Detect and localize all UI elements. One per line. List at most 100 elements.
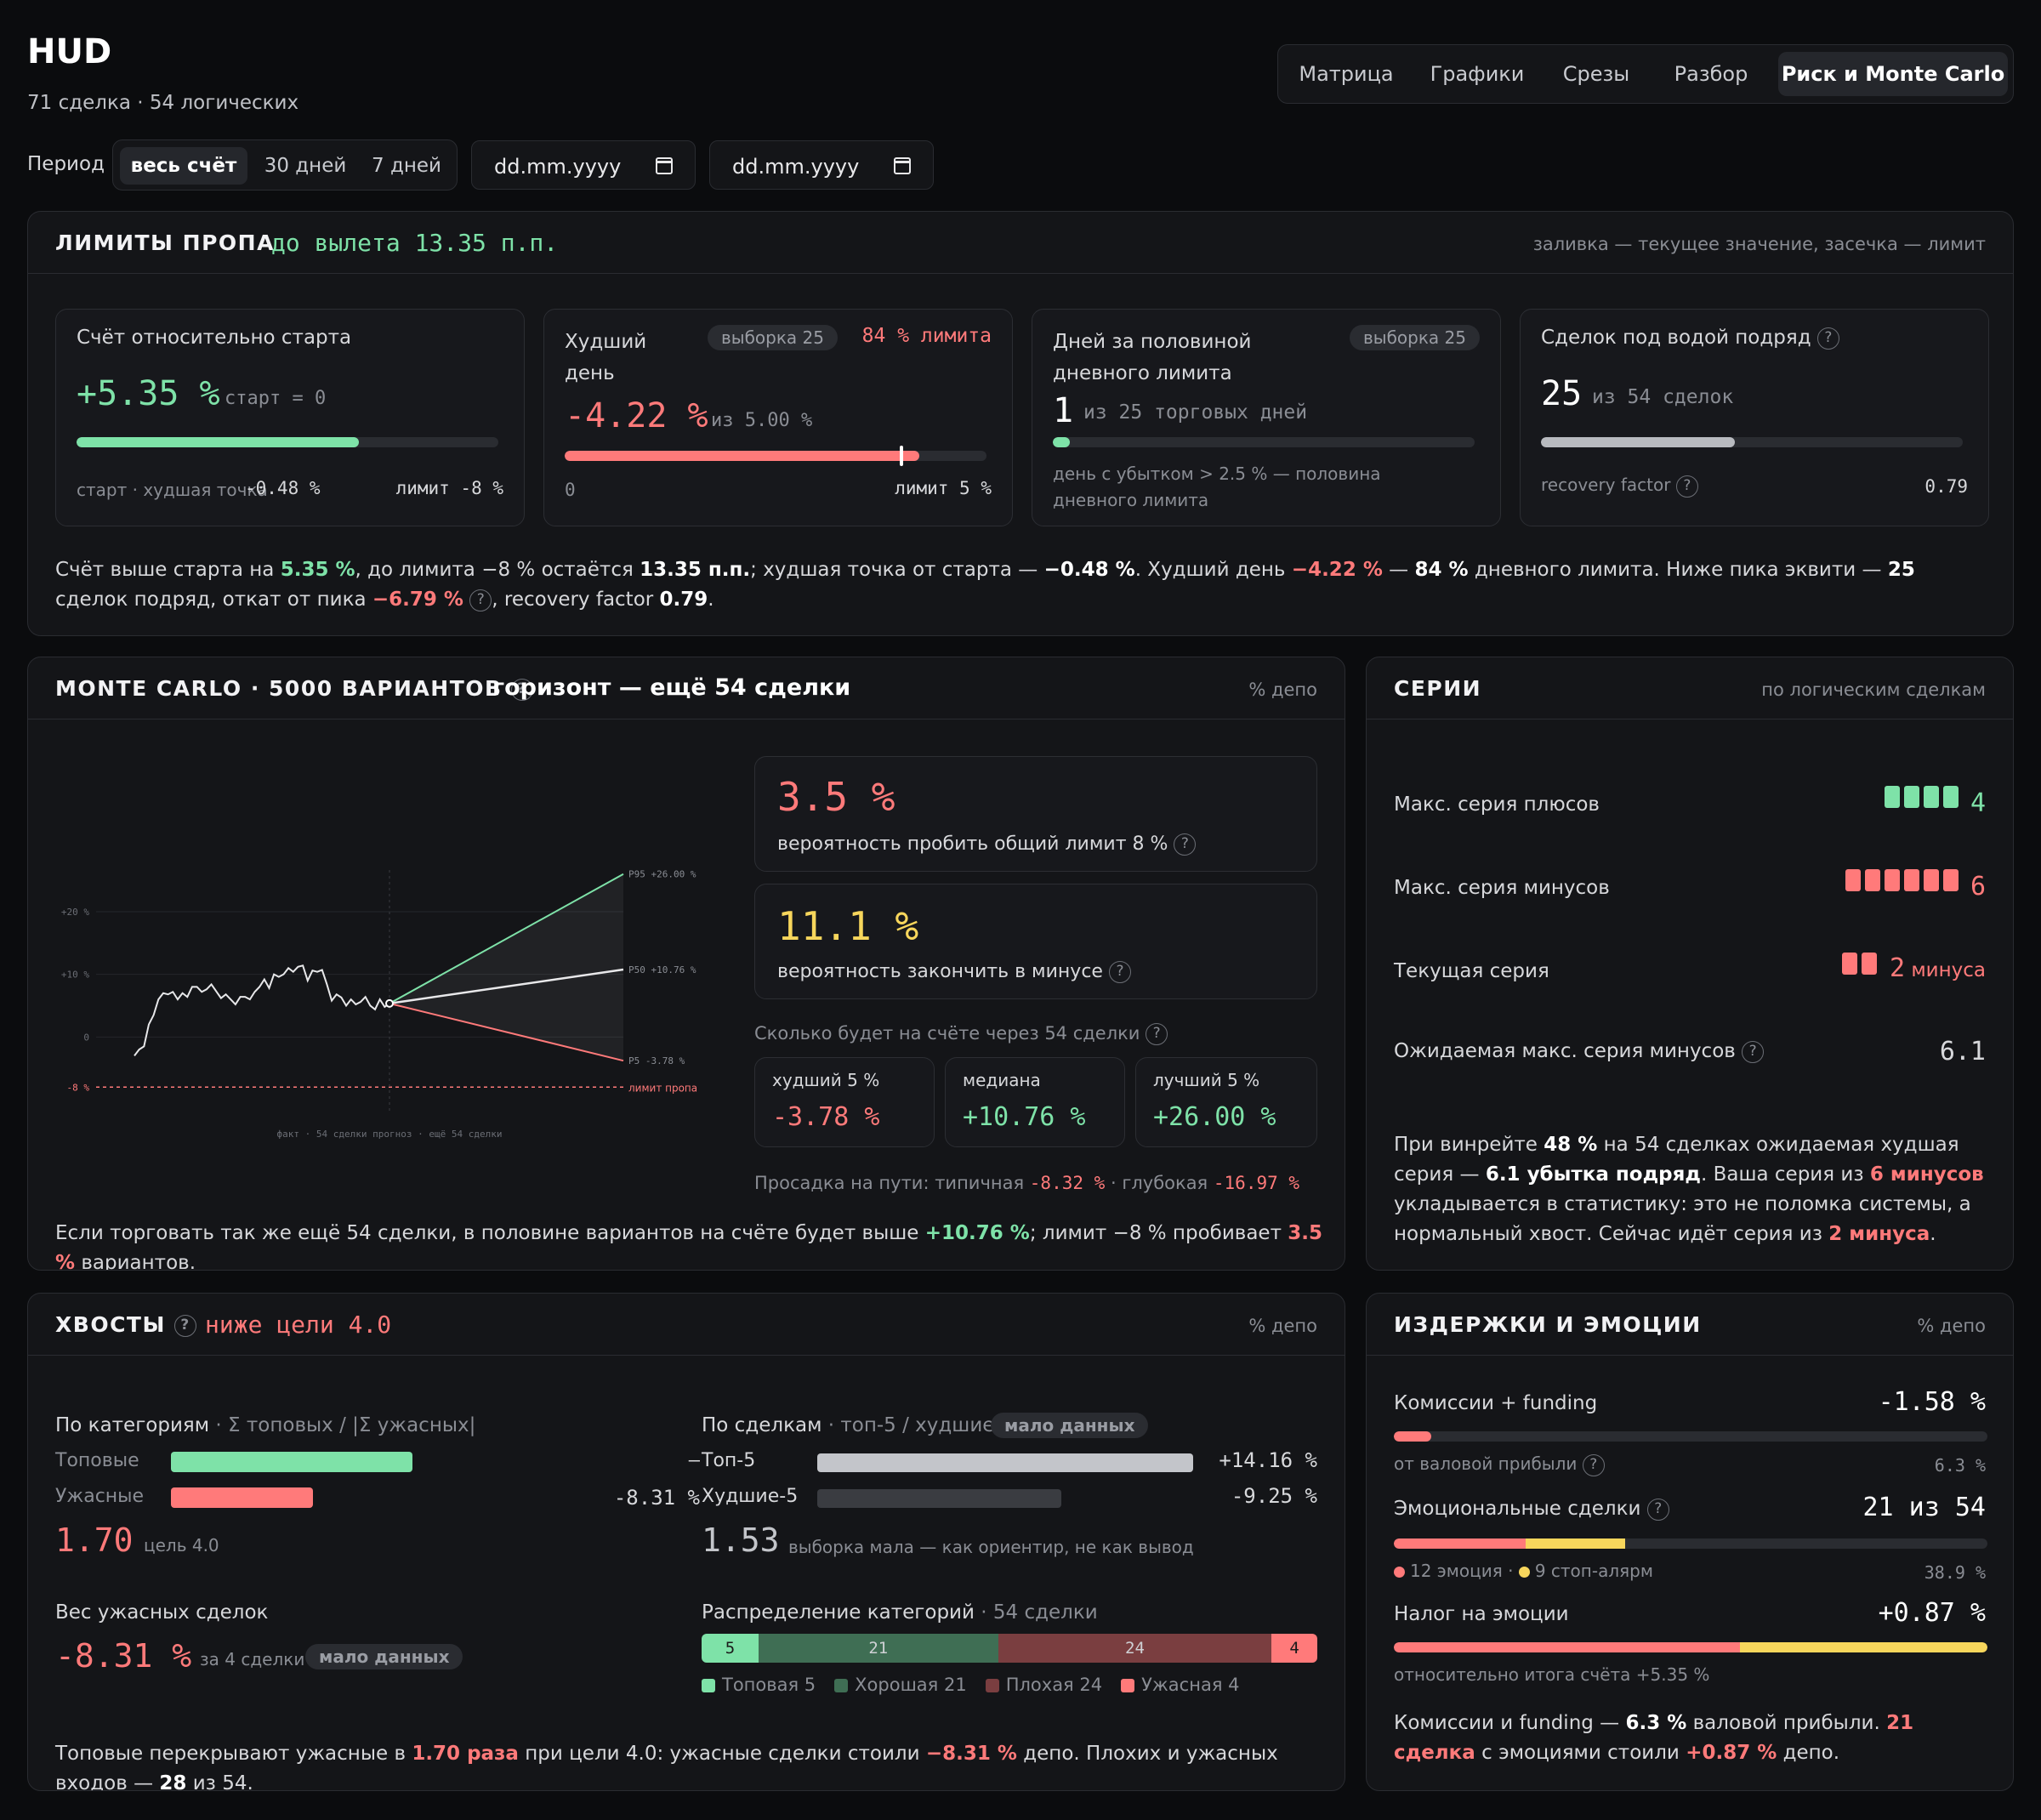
best5-label: лучший 5 % — [1153, 1070, 1260, 1090]
deal-title: По сделкам · топ-5 / худшие-5 — [702, 1414, 1015, 1436]
weight-title: Вес ужасных сделок — [55, 1601, 269, 1624]
loss-block — [1885, 868, 1900, 891]
account-value: +5.35 % — [77, 374, 220, 413]
help-icon[interactable]: ? — [1108, 961, 1131, 983]
tab-slices[interactable]: Срезы — [1562, 62, 1630, 86]
win-block — [1904, 785, 1919, 808]
fees-sub: от валовой прибыли ? — [1394, 1453, 1605, 1476]
help-icon[interactable]: ? — [1146, 1023, 1168, 1045]
help-icon[interactable]: ? — [1174, 833, 1197, 856]
tab-matrix[interactable]: Матрица — [1299, 62, 1394, 86]
account-limit: лимит -8 % — [395, 478, 503, 498]
weight-sample-pill: мало данных — [305, 1644, 463, 1669]
monte-carlo-header: MONTE CARLO · 5000 ВАРИАНТОВ ? горизонт … — [28, 657, 1345, 719]
best5-value: +26.00 % — [1153, 1102, 1276, 1132]
half-days-foot: день с убытком > 2.5 % — половина дневно… — [1053, 464, 1381, 510]
worst-day-sample-pill: выборка 25 — [708, 325, 838, 350]
costs-title: ИЗДЕРЖКИ И ЭМОЦИИ — [1394, 1312, 1702, 1337]
p50-line — [389, 968, 624, 1005]
legend-item: Плохая 24 — [985, 1675, 1102, 1695]
worst-day-limit-tick — [900, 446, 903, 466]
p95-line — [389, 873, 624, 1004]
category-ratio: 1.70 — [55, 1521, 134, 1559]
date-from-input[interactable]: dd.mm.yyyy — [471, 140, 696, 190]
median-value: +10.76 % — [963, 1102, 1086, 1132]
help-icon[interactable]: ? — [510, 679, 533, 701]
legend-item: Хорошая 21 — [834, 1675, 967, 1695]
prob-minus-card: 11.1 % вероятность закончить в минусе ? — [754, 884, 1317, 999]
help-icon[interactable]: ? — [1646, 1498, 1669, 1521]
tab-review[interactable]: Разбор — [1674, 62, 1748, 86]
top5-label: Топ-5 — [702, 1450, 756, 1471]
loss-block — [1904, 868, 1919, 891]
period-7d[interactable]: 7 дней — [372, 155, 441, 177]
median-card: медиана +10.76 % — [945, 1057, 1125, 1147]
after-label: Сколько будет на счёте через 54 сделки ? — [754, 1023, 1168, 1045]
worst-day-progress — [565, 451, 986, 461]
fees-bar — [1394, 1431, 1987, 1442]
recovery-factor-label: recovery factor ? — [1541, 475, 1698, 498]
monte-carlo-horizon: горизонт — ещё 54 сделки — [492, 674, 851, 701]
series-expected-value: 6.1 — [1939, 1037, 1986, 1066]
worst-day-limit: лимит 5 % — [895, 478, 992, 498]
limits-status: до вылета 13.35 п.п. — [271, 229, 559, 257]
emo-bar — [1394, 1538, 1987, 1549]
top5-value: +14.16 % — [1219, 1448, 1317, 1472]
distribution-title: Распределение категорий · 54 сделки — [702, 1601, 1098, 1624]
tab-charts[interactable]: Графики — [1430, 62, 1525, 86]
series-hint: по логическим сделкам — [1761, 680, 1986, 700]
tab-risk-monte-carlo[interactable]: Риск и Monte Carlo — [1778, 52, 2008, 96]
period-30d[interactable]: 30 дней — [264, 155, 347, 177]
category-title: По категориям · Σ топовых / |Σ ужасных| — [55, 1414, 476, 1436]
top-bar — [171, 1452, 545, 1472]
top5-bar — [817, 1453, 1193, 1472]
date-to-input[interactable]: dd.mm.yyyy — [709, 140, 934, 190]
distribution-segment-2: 21 — [759, 1634, 998, 1663]
tax-sub: относительно итога счёта +5.35 % — [1394, 1664, 1710, 1685]
series-loss-blocks — [1841, 868, 1959, 891]
median-label: медиана — [963, 1070, 1041, 1090]
distribution-bar: 5 21 24 4 — [702, 1634, 1317, 1663]
worst5-deals-bar — [817, 1489, 1193, 1508]
worst-day-value: -4.22 % — [565, 396, 708, 435]
y-tick-label: -8 % — [67, 1082, 90, 1093]
help-icon[interactable]: ? — [1675, 475, 1698, 498]
series-current-value: 2 минуса — [1889, 953, 1986, 983]
calendar-icon[interactable] — [656, 157, 673, 174]
prob-minus-label: вероятность закончить в минусе ? — [777, 961, 1131, 983]
series-note: При винрейте 48 % на 54 сделках ожидаема… — [1394, 1134, 1984, 1245]
series-current-blocks — [1838, 952, 1877, 975]
win-block — [1885, 785, 1900, 808]
worst-day-card: Худший день выборка 25 84 % лимита -4.22… — [543, 309, 1013, 526]
half-days-unit: из 25 торговых дней — [1083, 401, 1308, 424]
help-icon[interactable]: ? — [1742, 1040, 1765, 1063]
deal-sample-pill: мало данных — [991, 1413, 1149, 1438]
costs-header: ИЗДЕРЖКИ И ЭМОЦИИ % депо — [1367, 1294, 2013, 1356]
tails-header: ХВОСТЫ ? ниже цели 4.0 % депо — [28, 1294, 1345, 1356]
worst5-deals-value: -9.25 % — [1231, 1484, 1317, 1508]
help-icon[interactable]: ? — [469, 589, 492, 611]
percentile-label: P5 -3.78 % — [628, 1055, 685, 1066]
recovery-factor-text: recovery factor — [1541, 475, 1671, 495]
win-block — [1924, 785, 1939, 808]
monte-carlo-panel: MONTE CARLO · 5000 ВАРИАНТОВ ? горизонт … — [27, 657, 1345, 1271]
underwater-unit: из 54 сделок — [1592, 386, 1734, 408]
emo-share: 38.9 % — [1924, 1562, 1986, 1583]
help-icon[interactable]: ? — [1816, 327, 1839, 350]
drawdown-line: Просадка на пути: типичная -8.32 % · глу… — [754, 1173, 1300, 1193]
series-row-losses: Макс. серия минусов — [1394, 877, 1610, 899]
period-all[interactable]: весь счёт — [120, 147, 247, 185]
tails-status: ниже цели 4.0 — [205, 1311, 392, 1339]
distribution-segment-3: 24 — [998, 1634, 1272, 1663]
limits-note: Счёт выше старта на 5.35 %, до лимита −8… — [55, 559, 1915, 611]
limits-header: ЛИМИТЫ ПРОПА до вылета 13.35 п.п. заливк… — [28, 212, 2013, 274]
recovery-factor-value: 0.79 — [1924, 476, 1968, 497]
help-icon[interactable]: ? — [1582, 1453, 1605, 1476]
underwater-value: 25 — [1541, 374, 1583, 413]
calendar-icon[interactable] — [894, 157, 911, 174]
series-wins-blocks — [1880, 785, 1959, 808]
fees-label: Комиссии + funding — [1394, 1392, 1598, 1414]
help-icon[interactable]: ? — [174, 1315, 197, 1337]
date-from-value: dd.mm.yyyy — [494, 155, 622, 179]
distribution-segment-1: 5 — [702, 1634, 759, 1663]
